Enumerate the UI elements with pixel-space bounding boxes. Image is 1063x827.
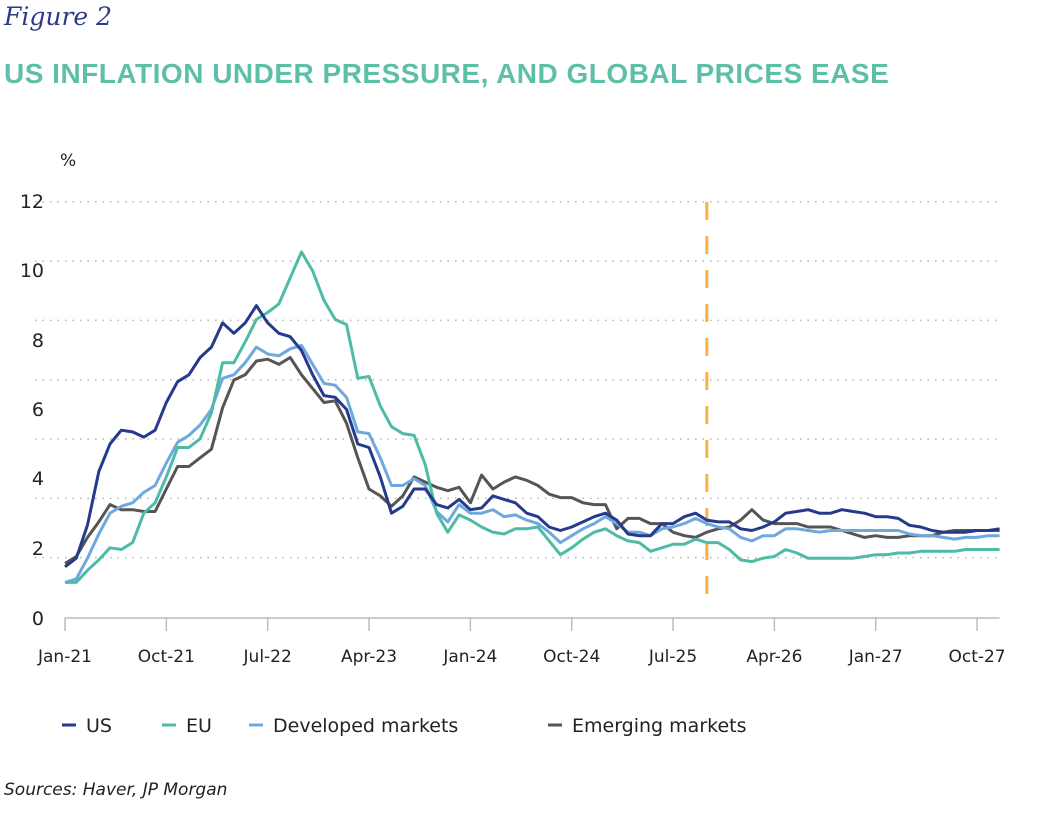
x-tick-label: Jan-21: [37, 647, 92, 667]
legend-label: Emerging markets: [572, 715, 747, 737]
legend-item-emerging-markets: Emerging markets: [548, 715, 747, 737]
x-tick-label: Jul-25: [648, 647, 697, 667]
y-tick-label: 0: [32, 608, 44, 630]
series-line-eu: [65, 250, 1000, 584]
y-axis: 0 2 4 6 8 10 12: [20, 191, 44, 630]
y-tick-label: 4: [32, 468, 44, 490]
series-line-emerging-markets: [64, 356, 1000, 565]
y-tick-label: 12: [20, 191, 44, 213]
x-tick-label: Oct-21: [138, 647, 195, 667]
x-axis: Jan-21 Oct-21 Jul-22 Apr-23 Jan-24 Oct-24 Jul-…: [37, 617, 1006, 667]
y-tick-label: 8: [32, 330, 44, 352]
y-tick-label: 6: [32, 399, 44, 421]
legend-label: US: [86, 715, 112, 737]
series-line-developed-markets: [64, 343, 1000, 584]
chart-title: US INFLATION UNDER PRESSURE, AND GLOBAL …: [4, 58, 890, 89]
legend-label: EU: [186, 715, 212, 737]
series-lines: [64, 250, 1000, 584]
series-line-us: [64, 304, 1000, 568]
x-tick-label: Apr-26: [746, 647, 802, 667]
sources-note: Sources: Haver, JP Morgan: [4, 780, 228, 800]
y-tick-label: 2: [32, 538, 44, 560]
y-axis-unit: %: [60, 151, 76, 171]
x-tick-label: Jan-27: [848, 647, 903, 667]
y-tick-label: 10: [20, 260, 44, 282]
x-tick-label: Jan-24: [442, 647, 497, 667]
x-tick-label: Apr-23: [341, 647, 397, 667]
legend-item-us: US: [62, 715, 112, 737]
x-tick-label: Oct-27: [948, 647, 1005, 667]
legend-label: Developed markets: [273, 715, 458, 737]
legend: US EU Developed markets Emerging markets: [62, 715, 747, 737]
x-tick-label: Oct-24: [543, 647, 600, 667]
figure-label: Figure 2: [4, 2, 113, 31]
legend-item-eu: EU: [162, 715, 212, 737]
legend-item-developed-markets: Developed markets: [249, 715, 458, 737]
x-tick-label: Jul-22: [243, 647, 292, 667]
